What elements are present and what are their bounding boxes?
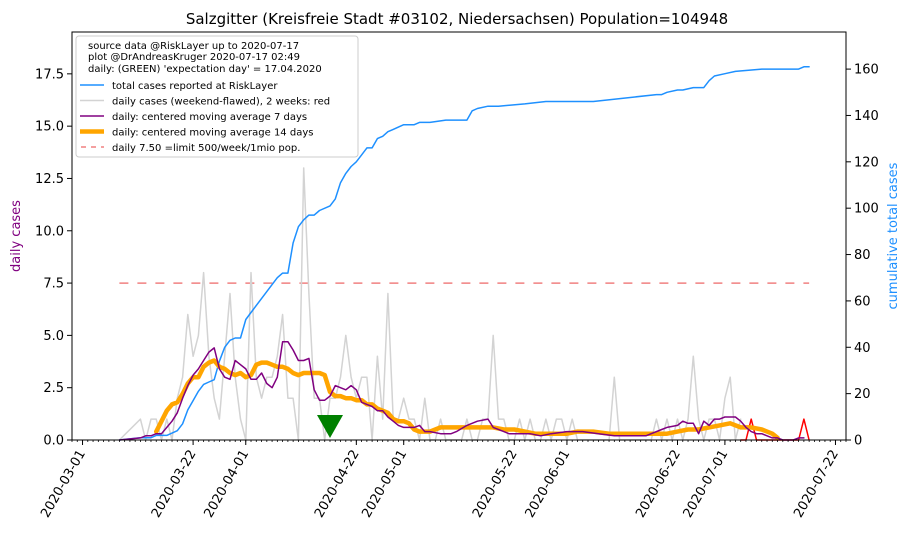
y-right-tick-label: 140: [854, 109, 879, 124]
info-line-plot: plot @DrAndreasKruger 2020-07-17 02:49: [88, 52, 300, 63]
x-tick-label: 2020-04-22: [312, 448, 363, 521]
x-tick-label: 2020-03-01: [38, 448, 89, 521]
x-axis: 2020-03-01 2020-03-22 2020-04-01 2020-04-22…: [38, 440, 847, 521]
y-left-tick-label: 0.0: [43, 434, 64, 449]
x-tick-label: 2020-04-01: [201, 448, 252, 521]
y-axis-right: 0 20 40 60 80 100 120 140 160: [846, 63, 879, 449]
total-cases-layer: [118, 66, 810, 441]
info-line-source: source data @RiskLayer up to 2020-07-17: [88, 41, 299, 52]
y-label-right: cumulative total cases: [886, 162, 901, 309]
total-cases-line: [118, 66, 810, 441]
x-tick-label: 2020-03-22: [149, 448, 200, 521]
expectation-day-marker: [317, 415, 343, 438]
x-tick-label: 2020-06-01: [523, 448, 574, 521]
legend-label-ma14: daily: centered moving average 14 days: [112, 128, 313, 139]
legend-label-daily: daily cases (weekend-flawed), 2 weeks: r…: [112, 97, 330, 108]
y-right-tick-label: 120: [854, 155, 879, 170]
legend: source data @RiskLayer up to 2020-07-17 …: [75, 35, 359, 158]
y-left-tick-label: 7.5: [43, 277, 64, 292]
chart-title: Salzgitter (Kreisfreie Stadt #03102, Nie…: [186, 10, 728, 28]
legend-label-limit: daily 7.50 =limit 500/week/1mio pop.: [112, 143, 300, 154]
info-line-expectation: daily: (GREEN) 'expectation day' = 17.04…: [88, 64, 322, 75]
y-left-tick-label: 15.0: [35, 120, 64, 135]
y-right-tick-label: 60: [854, 294, 871, 309]
y-axis-left: 0.0 2.5 5.0 7.5 10.0 12.5 15.0 17.5: [35, 67, 72, 449]
y-left-tick-label: 10.0: [35, 224, 64, 239]
y-right-tick-label: 100: [854, 202, 879, 217]
y-left-tick-label: 12.5: [35, 172, 64, 187]
ma7-layer: [118, 340, 805, 441]
plot-frame: [71, 31, 847, 441]
ma14-line: [153, 358, 780, 441]
y-label-left: daily cases: [9, 200, 24, 272]
y-right-tick-label: 160: [854, 63, 879, 78]
x-tick-label: 2020-06-22: [633, 448, 684, 521]
x-tick-label: 2020-07-22: [791, 448, 842, 521]
legend-box: [75, 35, 359, 158]
legend-label-ma7: daily: centered moving average 7 days: [112, 112, 307, 123]
y-left-tick-label: 2.5: [43, 381, 64, 396]
y-right-tick-label: 40: [854, 341, 871, 356]
y-right-tick-label: 80: [854, 248, 871, 263]
x-tick-label: 2020-07-01: [681, 448, 732, 521]
y-right-tick-label: 20: [854, 387, 871, 402]
x-tick-label: 2020-05-01: [359, 448, 410, 521]
ma14-layer: [153, 358, 780, 441]
y-right-tick-label: 0: [854, 434, 862, 449]
x-tick-label: 2020-05-22: [470, 448, 521, 521]
y-left-tick-label: 17.5: [35, 67, 64, 82]
expectation-layer: [317, 415, 343, 438]
legend-label-total: total cases reported at RiskLayer: [112, 81, 278, 92]
y-left-tick-label: 5.0: [43, 329, 64, 344]
ma7-line: [118, 340, 805, 441]
legend-entries: total cases reported at RiskLayer daily c…: [80, 81, 330, 154]
